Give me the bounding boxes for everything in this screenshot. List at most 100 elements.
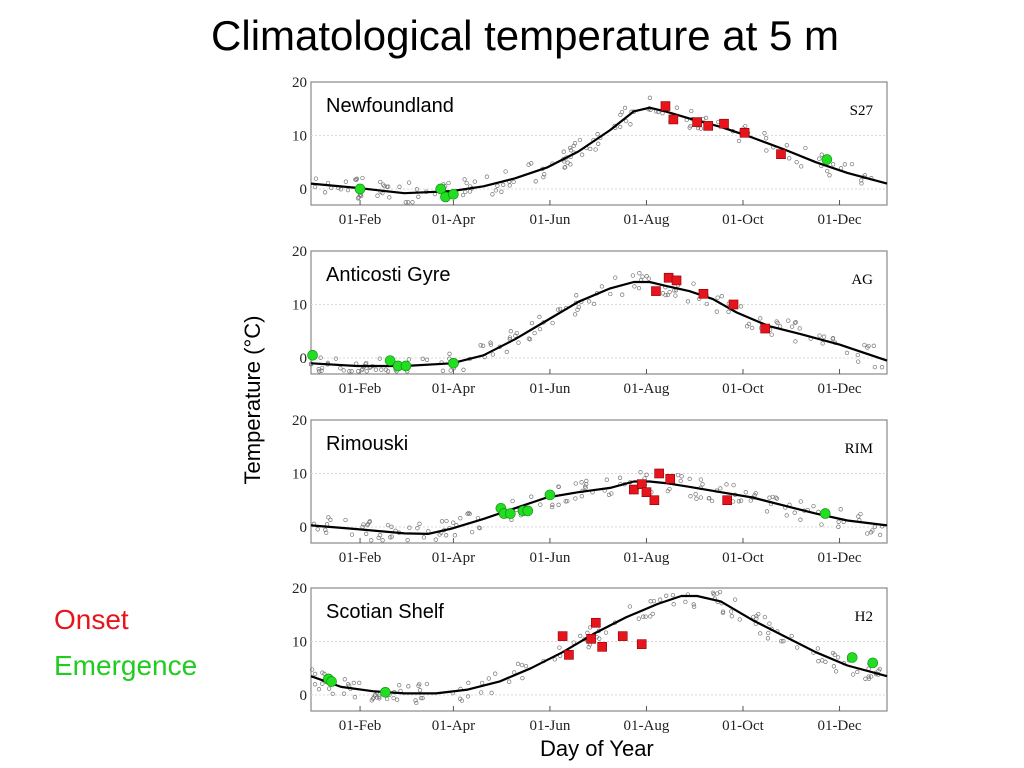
observation-point xyxy=(784,513,789,518)
observation-point xyxy=(667,289,672,295)
observation-point xyxy=(353,177,358,182)
observation-point xyxy=(565,498,570,504)
observation-point xyxy=(586,299,592,304)
onset-marker xyxy=(671,275,682,286)
panel-frame xyxy=(310,250,888,375)
observation-point xyxy=(767,621,772,626)
observation-point xyxy=(679,474,684,479)
observation-point xyxy=(489,690,494,696)
x-tick-label: 01-Feb xyxy=(339,550,382,566)
slide-title: Climatological temperature at 5 m xyxy=(211,12,839,59)
y-tick-label: 20 xyxy=(292,75,307,91)
observation-point xyxy=(377,694,382,699)
x-tick-label: 01-Dec xyxy=(817,212,861,228)
observation-point xyxy=(526,162,531,167)
observation-point xyxy=(424,681,430,687)
observation-point xyxy=(832,652,837,657)
panel-scotian-shelf: 0 10 20 01-Feb 01-Apr 01-Jun 01-Aug 01-Oct 01-De… xyxy=(292,581,888,734)
observation-point xyxy=(811,503,816,509)
observation-point xyxy=(568,148,574,153)
observation-point xyxy=(743,490,748,495)
observation-point xyxy=(501,182,506,187)
observation-point xyxy=(555,307,561,312)
observation-point xyxy=(413,698,418,703)
x-tick-label: 01-Aug xyxy=(624,718,670,734)
observation-point xyxy=(858,511,863,517)
observation-point xyxy=(406,180,412,185)
observation-point xyxy=(414,187,420,192)
observation-point xyxy=(687,476,692,482)
observation-point xyxy=(584,482,589,487)
observation-point xyxy=(706,496,711,501)
observation-point xyxy=(387,195,392,200)
observation-point xyxy=(793,339,798,344)
observation-point xyxy=(420,356,425,361)
onset-marker xyxy=(651,286,661,296)
observation-point xyxy=(683,599,688,605)
observation-point xyxy=(693,492,698,497)
onset-marker xyxy=(636,479,647,489)
observation-point xyxy=(579,494,584,499)
emergence-marker xyxy=(821,154,833,165)
x-tick-label: 01-Oct xyxy=(722,550,764,566)
y-tick-label: 10 xyxy=(292,466,307,482)
observation-point xyxy=(367,519,373,524)
observation-point xyxy=(743,123,748,129)
observation-point xyxy=(573,481,578,486)
observation-point xyxy=(440,368,446,373)
station-code: RIM xyxy=(845,441,873,457)
station-code: S27 xyxy=(850,103,874,119)
observation-point xyxy=(493,188,499,193)
onset-marker xyxy=(586,634,596,644)
observation-point xyxy=(820,341,825,346)
observation-point xyxy=(737,617,742,622)
observation-point xyxy=(830,162,836,167)
observation-point xyxy=(593,147,598,152)
onset-marker xyxy=(557,631,568,641)
observation-point xyxy=(495,183,500,188)
observation-point xyxy=(406,200,411,205)
observation-point xyxy=(643,614,648,619)
observation-point xyxy=(798,499,803,504)
observation-point xyxy=(764,148,769,153)
observation-point xyxy=(779,639,784,644)
observation-point xyxy=(389,524,394,529)
observation-point xyxy=(729,614,734,619)
observation-point xyxy=(465,511,470,517)
onset-marker xyxy=(641,487,652,497)
observation-point xyxy=(689,108,694,114)
observation-point xyxy=(532,330,537,336)
observation-point xyxy=(764,509,770,514)
climatology-line xyxy=(310,480,888,536)
observation-point xyxy=(636,616,641,621)
observation-point xyxy=(726,309,731,314)
observation-point xyxy=(855,352,860,358)
emergence-marker xyxy=(307,349,318,361)
observation-point xyxy=(879,365,885,370)
y-tick-label: 20 xyxy=(292,413,307,429)
observation-point xyxy=(461,367,466,372)
observation-point xyxy=(715,295,720,300)
observation-point xyxy=(650,611,655,617)
observation-point xyxy=(317,369,322,374)
observation-point xyxy=(563,499,568,504)
observation-point xyxy=(414,700,419,706)
observation-point xyxy=(718,486,723,491)
observation-point xyxy=(357,680,362,686)
x-tick-label: 01-Feb xyxy=(339,212,382,228)
observation-point xyxy=(819,152,824,157)
observation-point xyxy=(767,495,772,500)
observation-point xyxy=(515,661,521,667)
observation-point xyxy=(821,334,827,339)
observation-point xyxy=(542,172,547,177)
observation-point xyxy=(694,496,699,501)
observation-point xyxy=(345,187,351,193)
observation-point xyxy=(520,675,525,681)
observation-point xyxy=(343,179,349,184)
observation-point xyxy=(787,156,792,161)
observation-point xyxy=(762,131,767,136)
observation-point xyxy=(758,631,763,636)
observation-point xyxy=(865,531,870,536)
observation-point xyxy=(720,609,726,614)
observation-point xyxy=(552,657,557,662)
